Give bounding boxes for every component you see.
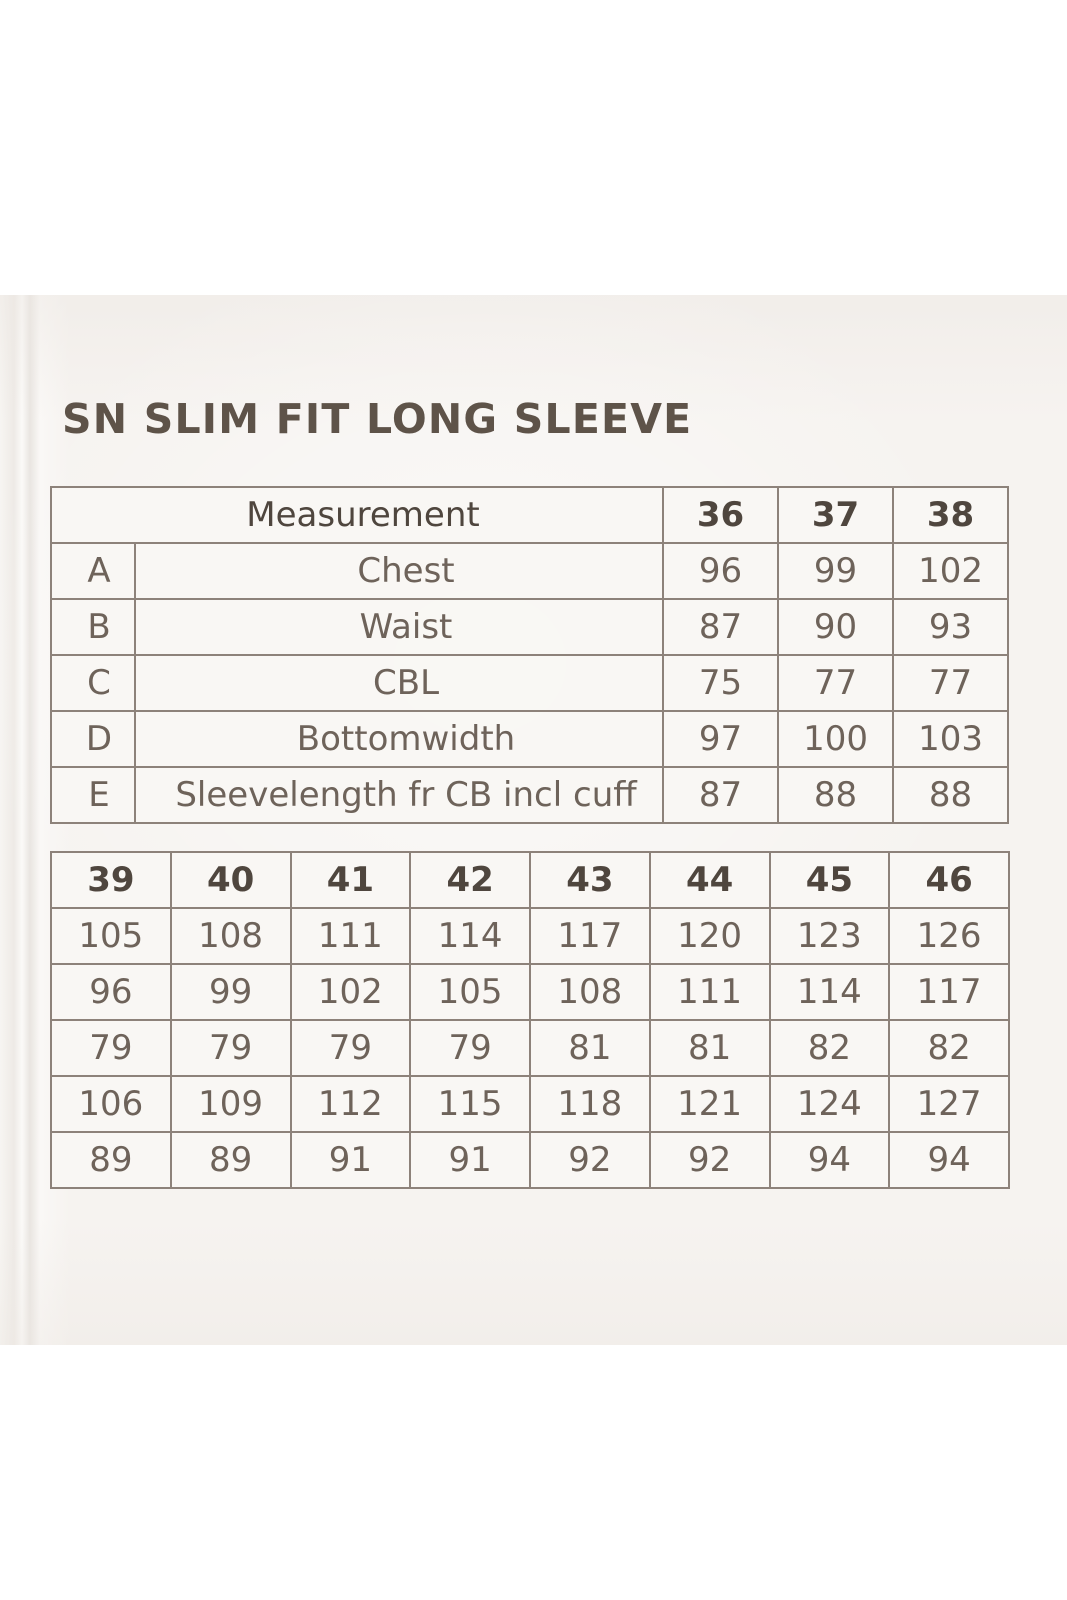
row-name-sleevelength: Sleevelength fr CB incl cuff [133,766,665,824]
cell-waist-42: 105 [409,963,531,1021]
size-header-38: 38 [892,486,1010,544]
size-header-42: 42 [409,851,531,909]
cell-bottomwidth-43: 118 [529,1075,651,1133]
table-row: 105 108 111 114 117 120 123 126 [50,907,1010,965]
table-row: E Sleevelength fr CB incl cuff 87 88 88 [50,766,1010,824]
size-header-41: 41 [289,851,412,909]
page-title: SN SLIM FIT LONG SLEEVE [62,395,693,443]
cell-cbl-40: 79 [169,1019,292,1077]
size-header-39: 39 [50,851,172,909]
cell-bottomwidth-36: 97 [662,710,780,768]
cell-sleevelength-46: 94 [888,1131,1010,1189]
cell-sleevelength-45: 94 [768,1131,891,1189]
size-header-37: 37 [777,486,895,544]
cell-cbl-46: 82 [888,1019,1010,1077]
cell-waist-37: 90 [777,598,895,656]
cell-bottomwidth-42: 115 [409,1075,531,1133]
cell-sleevelength-39: 89 [50,1131,172,1189]
row-letter-e: E [50,766,136,824]
table-row: 89 89 91 91 92 92 94 94 [50,1131,1010,1189]
cell-cbl-45: 82 [768,1019,891,1077]
cell-waist-44: 111 [648,963,771,1021]
cell-waist-36: 87 [662,598,780,656]
cell-chest-46: 126 [888,907,1010,965]
cell-chest-38: 102 [892,542,1010,600]
cell-chest-44: 120 [648,907,771,965]
cell-sleevelength-40: 89 [169,1131,292,1189]
cell-chest-37: 99 [777,542,895,600]
cell-chest-36: 96 [662,542,780,600]
row-letter-b: B [50,598,136,656]
row-name-chest: Chest [133,542,665,600]
cell-bottomwidth-46: 127 [888,1075,1010,1133]
cell-cbl-41: 79 [289,1019,412,1077]
cell-cbl-38: 77 [892,654,1010,712]
row-letter-a: A [50,542,136,600]
size-header-40: 40 [169,851,292,909]
table-row: A Chest 96 99 102 [50,542,1010,600]
cell-bottomwidth-45: 124 [768,1075,891,1133]
size-header-45: 45 [768,851,891,909]
cell-sleevelength-42: 91 [409,1131,531,1189]
cell-bottomwidth-37: 100 [777,710,895,768]
row-name-cbl: CBL [133,654,665,712]
table-row: D Bottomwidth 97 100 103 [50,710,1010,768]
cell-sleevelength-44: 92 [648,1131,771,1189]
cell-waist-38: 93 [892,598,1010,656]
cell-bottomwidth-41: 112 [289,1075,412,1133]
cell-sleevelength-43: 92 [529,1131,651,1189]
cell-chest-41: 111 [289,907,412,965]
cell-sleevelength-37: 88 [777,766,895,824]
cell-waist-46: 117 [888,963,1010,1021]
cell-bottomwidth-40: 109 [169,1075,292,1133]
size-header-43: 43 [529,851,651,909]
row-letter-d: D [50,710,136,768]
cell-bottomwidth-38: 103 [892,710,1010,768]
table-row: C CBL 75 77 77 [50,654,1010,712]
cell-waist-45: 114 [768,963,891,1021]
cell-cbl-43: 81 [529,1019,651,1077]
table-header-row: 39 40 41 42 43 44 45 46 [50,851,1010,909]
cell-cbl-44: 81 [648,1019,771,1077]
table-row: B Waist 87 90 93 [50,598,1010,656]
cell-cbl-39: 79 [50,1019,172,1077]
cell-waist-39: 96 [50,963,172,1021]
table-header-row: Measurement 36 37 38 [49,486,1010,544]
cell-sleevelength-38: 88 [892,766,1010,824]
secondary-measurement-table: 39 40 41 42 43 44 45 46 105 108 111 114 … [50,851,1010,1189]
garment-size-label-card: SN SLIM FIT LONG SLEEVE Measurement 36 3… [0,295,1067,1345]
cell-chest-39: 105 [50,907,172,965]
cell-bottomwidth-44: 121 [648,1075,771,1133]
cell-sleevelength-41: 91 [289,1131,412,1189]
cell-chest-40: 108 [169,907,292,965]
row-letter-c: C [50,654,136,712]
size-header-36: 36 [662,486,780,544]
table-row: 96 99 102 105 108 111 114 117 [50,963,1010,1021]
table-row: 106 109 112 115 118 121 124 127 [50,1075,1010,1133]
row-name-waist: Waist [133,598,665,656]
cell-bottomwidth-39: 106 [50,1075,172,1133]
cell-cbl-42: 79 [409,1019,531,1077]
measurement-header-label: Measurement [49,486,665,544]
primary-measurement-table: Measurement 36 37 38 A Chest 96 99 102 B… [49,486,1010,824]
cell-chest-42: 114 [409,907,531,965]
cell-chest-45: 123 [768,907,891,965]
cell-chest-43: 117 [529,907,651,965]
cell-cbl-36: 75 [662,654,780,712]
cell-waist-40: 99 [169,963,292,1021]
cell-sleevelength-36: 87 [662,766,780,824]
cell-waist-43: 108 [529,963,651,1021]
size-header-44: 44 [648,851,771,909]
row-name-bottomwidth: Bottomwidth [133,710,665,768]
table-row: 79 79 79 79 81 81 82 82 [50,1019,1010,1077]
cell-waist-41: 102 [289,963,412,1021]
size-header-46: 46 [888,851,1010,909]
cell-cbl-37: 77 [777,654,895,712]
